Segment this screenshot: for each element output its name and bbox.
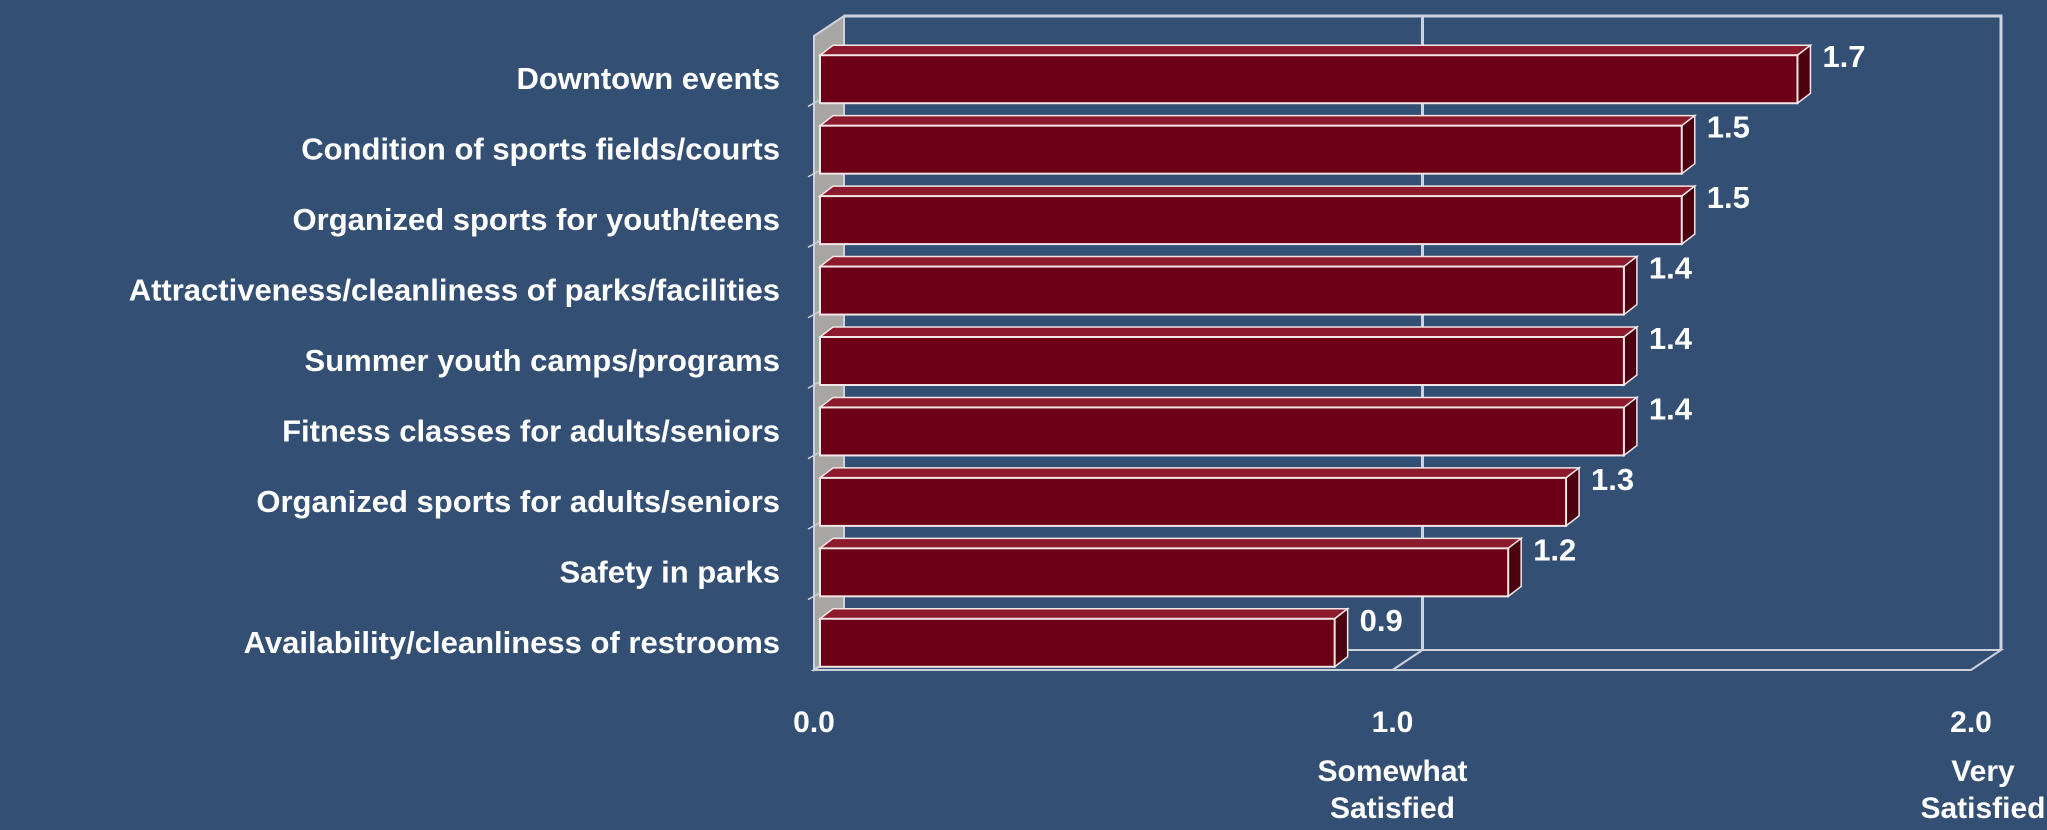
x-tick-sublabel: Satisfied [1330,792,1455,825]
bar-3 [817,184,1697,246]
bar-9 [817,607,1350,669]
bar-side [1681,114,1696,176]
data-label: 1.2 [1533,532,1576,567]
bar-side [1623,255,1638,317]
category-label: Organized sports for adults/seniors [256,484,780,519]
bar-front [819,54,1799,105]
bar-side [1623,395,1638,457]
data-label: 1.4 [1649,321,1693,356]
bar-7 [817,466,1582,528]
bar-5 [817,325,1640,387]
category-label: Attractiveness/cleanliness of parks/faci… [129,273,780,308]
bar-side [1796,43,1812,105]
bar-front [819,336,1625,386]
bar-top [817,185,1697,197]
x-tick-label: 1.0 [1372,706,1414,739]
bar-6 [817,395,1640,457]
bar-side [1507,536,1522,598]
bar-front [819,617,1336,668]
bar-1 [817,43,1813,105]
data-label: 1.7 [1822,39,1865,74]
bar-top [817,608,1350,620]
bar-top [817,44,1813,56]
x-tick-sublabel: Somewhat [1317,755,1467,788]
bar-side [1681,184,1696,246]
data-label: 1.5 [1707,110,1750,145]
bar-front [819,265,1625,316]
chart-back-wall [844,14,2003,650]
bar-8 [817,536,1524,598]
x-tick-label: 2.0 [1950,706,1992,739]
bar-top [817,396,1640,409]
category-label: Organized sports for youth/teens [293,202,780,237]
bar-front [819,547,1510,598]
bar-front [819,124,1683,175]
x-tick-sublabel: Very [1951,755,2015,788]
bar-top [817,114,1697,127]
x-tick-sublabel: Satisfied [1920,792,2045,825]
bar-2 [817,114,1697,176]
bar-side [1623,325,1638,387]
category-label: Availability/cleanliness of restrooms [244,625,780,660]
bar-top [817,467,1582,479]
category-label: Safety in parks [559,554,780,589]
category-label: Fitness classes for adults/seniors [282,413,780,448]
x-tick-label: 0.0 [793,706,835,739]
bar-top [817,537,1524,550]
data-label: 0.9 [1360,603,1403,638]
category-label: Summer youth camps/programs [305,343,780,378]
bar-front [819,406,1625,457]
category-label: Downtown events [516,61,780,96]
bar-front [819,195,1683,246]
bar-side [1565,466,1580,528]
bar-front [819,476,1568,527]
floor-gridline [1391,649,1424,671]
bar-top [817,255,1640,268]
data-label: 1.3 [1591,462,1634,497]
bar-4 [817,255,1640,317]
category-label: Condition of sports fields/courts [301,132,780,167]
bar-top [817,326,1640,338]
data-label: 1.4 [1649,391,1693,426]
data-label: 1.5 [1707,180,1750,215]
data-label: 1.4 [1649,251,1693,286]
bar-side [1333,607,1349,669]
